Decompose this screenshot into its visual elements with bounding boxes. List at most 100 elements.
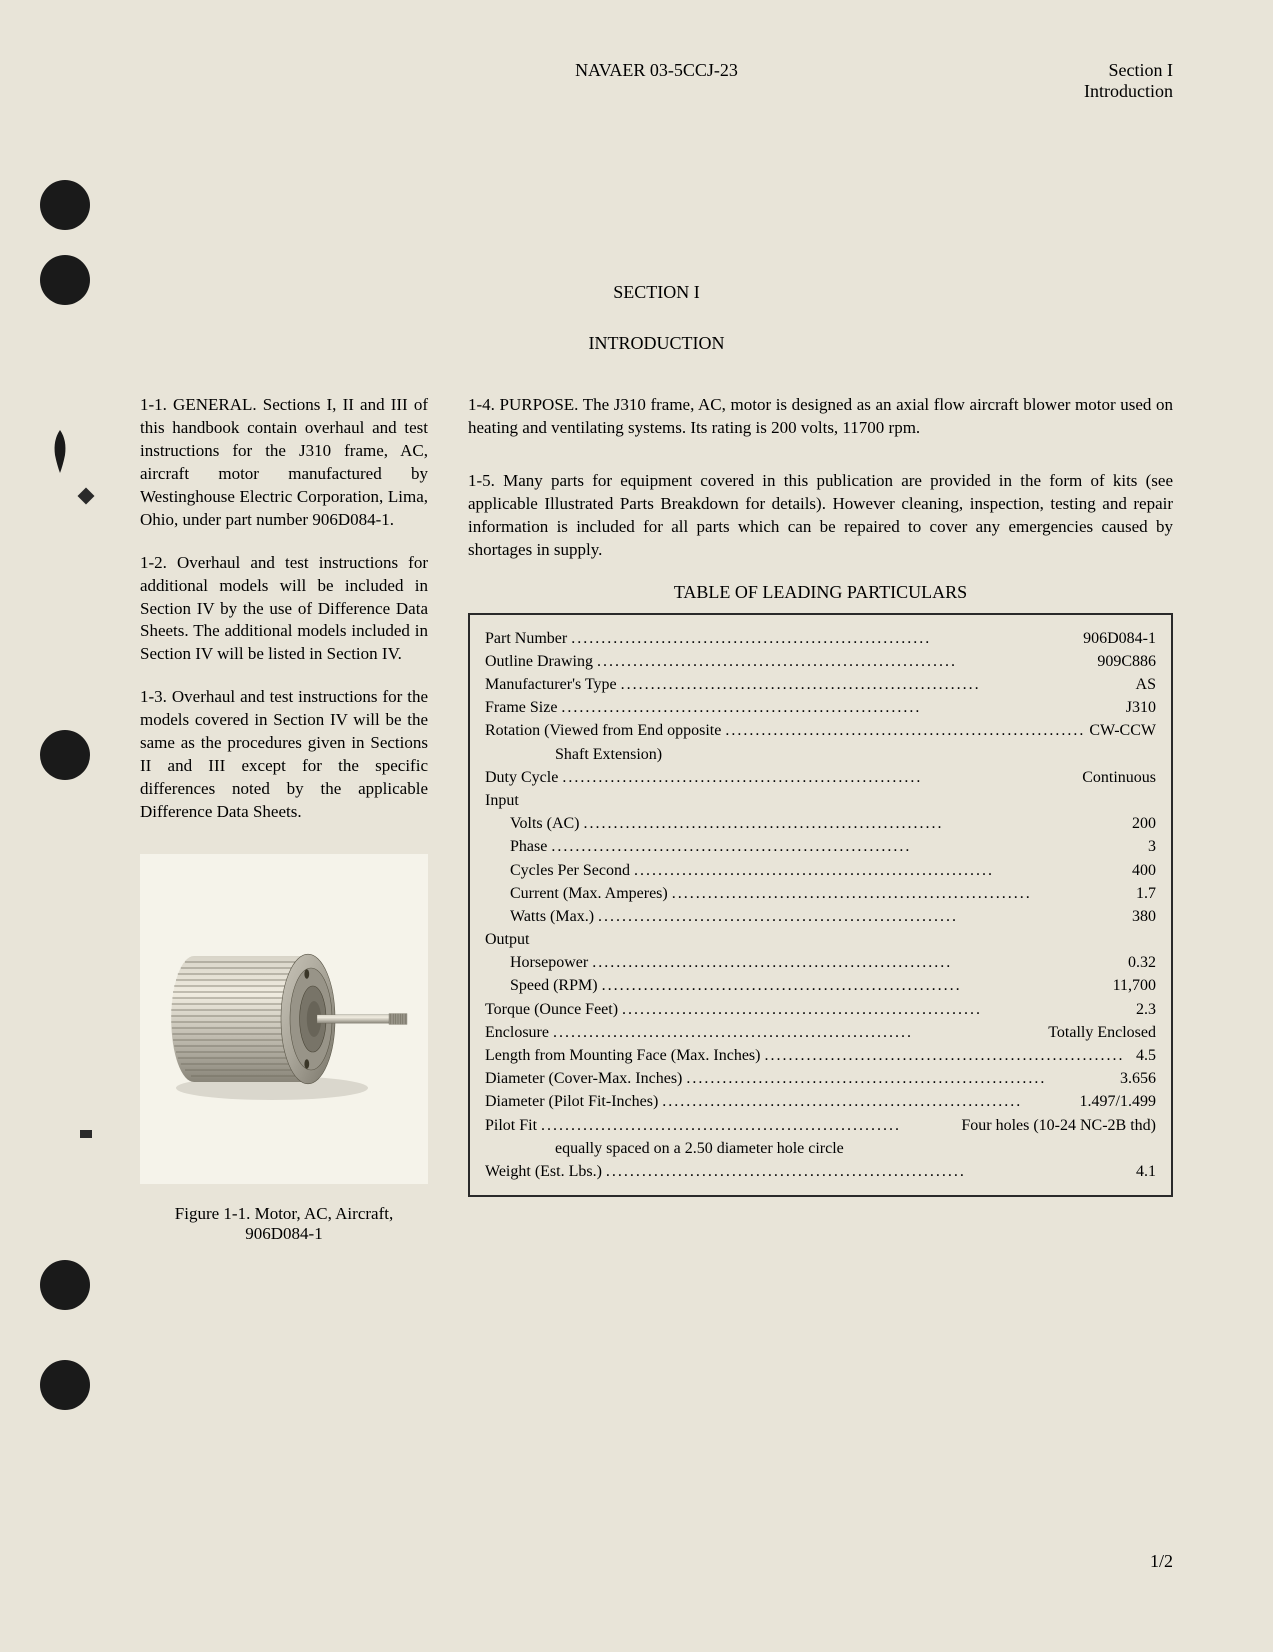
leader-dots: ........................................… bbox=[593, 650, 1097, 673]
motor-photograph bbox=[140, 854, 428, 1184]
table-value: 400 bbox=[1132, 859, 1156, 882]
table-value: 909C886 bbox=[1097, 650, 1156, 673]
document-page: NAVAER 03-5CCJ-23 Section I Introduction… bbox=[140, 60, 1173, 1592]
table-row: Manufacturer's Type.....................… bbox=[485, 673, 1156, 696]
content-columns: 1-1. GENERAL. Sections I, II and III of … bbox=[140, 394, 1173, 1244]
section-subheading: INTRODUCTION bbox=[140, 333, 1173, 354]
table-row: Shaft Extension) bbox=[485, 743, 1156, 766]
table-label: equally spaced on a 2.50 diameter hole c… bbox=[555, 1140, 844, 1157]
table-label: Shaft Extension) bbox=[555, 746, 662, 763]
table-row: equally spaced on a 2.50 diameter hole c… bbox=[485, 1137, 1156, 1160]
table-label: Diameter (Cover-Max. Inches) bbox=[485, 1067, 682, 1090]
table-label: Manufacturer's Type bbox=[485, 673, 617, 696]
table-label: Enclosure bbox=[485, 1021, 549, 1044]
page-header: NAVAER 03-5CCJ-23 Section I Introduction bbox=[140, 60, 1173, 102]
table-row: Current (Max. Amperes)..................… bbox=[485, 882, 1156, 905]
header-section-info: Section I Introduction bbox=[973, 60, 1173, 102]
table-value: 3 bbox=[1148, 835, 1156, 858]
table-value: CW-CCW bbox=[1089, 719, 1156, 742]
table-value: 1.497/1.499 bbox=[1080, 1090, 1156, 1113]
table-label: Diameter (Pilot Fit-Inches) bbox=[485, 1090, 658, 1113]
paragraph-1-2: 1-2. Overhaul and test instructions for … bbox=[140, 552, 428, 667]
punch-hole bbox=[40, 255, 90, 305]
table-title: TABLE OF LEADING PARTICULARS bbox=[468, 582, 1173, 603]
table-label: Weight (Est. Lbs.) bbox=[485, 1160, 602, 1183]
leader-dots: ........................................… bbox=[630, 859, 1132, 882]
table-value: 1.7 bbox=[1136, 882, 1156, 905]
motor-illustration-svg bbox=[140, 854, 428, 1184]
punch-hole bbox=[40, 180, 90, 230]
table-row: Pilot Fit...............................… bbox=[485, 1114, 1156, 1137]
table-row: Part Number.............................… bbox=[485, 627, 1156, 650]
table-row: Enclosure...............................… bbox=[485, 1021, 1156, 1044]
table-value: 4.1 bbox=[1136, 1160, 1156, 1183]
margin-mark-icon bbox=[78, 488, 95, 505]
table-row: Outline Drawing.........................… bbox=[485, 650, 1156, 673]
table-value: 2.3 bbox=[1136, 998, 1156, 1021]
leader-dots: ........................................… bbox=[682, 1067, 1120, 1090]
table-row: Watts (Max.)............................… bbox=[485, 905, 1156, 928]
table-label: Output bbox=[485, 928, 529, 951]
paragraph-1-3: 1-3. Overhaul and test instructions for … bbox=[140, 686, 428, 824]
table-row: Diameter (Cover-Max. Inches)............… bbox=[485, 1067, 1156, 1090]
figure-caption: Figure 1-1. Motor, AC, Aircraft, 906D084… bbox=[140, 1204, 428, 1244]
leader-dots: ........................................… bbox=[580, 812, 1133, 835]
table-row: Duty Cycle..............................… bbox=[485, 766, 1156, 789]
section-label: Section I bbox=[973, 60, 1173, 81]
table-value: 4.5 bbox=[1136, 1044, 1156, 1067]
leader-dots: ........................................… bbox=[617, 673, 1136, 696]
table-label: Outline Drawing bbox=[485, 650, 593, 673]
table-label: Volts (AC) bbox=[510, 812, 580, 835]
table-label: Length from Mounting Face (Max. Inches) bbox=[485, 1044, 760, 1067]
table-value: Continuous bbox=[1082, 766, 1156, 789]
table-value: Totally Enclosed bbox=[1048, 1021, 1156, 1044]
table-label: Phase bbox=[510, 835, 547, 858]
particulars-table: Part Number.............................… bbox=[468, 613, 1173, 1198]
table-value: 906D084-1 bbox=[1083, 627, 1156, 650]
figure-1-1: Figure 1-1. Motor, AC, Aircraft, 906D084… bbox=[140, 854, 428, 1244]
table-row: Input bbox=[485, 789, 1156, 812]
table-value: 200 bbox=[1132, 812, 1156, 835]
leader-dots: ........................................… bbox=[668, 882, 1136, 905]
leader-dots: ........................................… bbox=[549, 1021, 1048, 1044]
table-label: Current (Max. Amperes) bbox=[510, 882, 668, 905]
table-label: Horsepower bbox=[510, 951, 588, 974]
table-label: Frame Size bbox=[485, 696, 557, 719]
leader-dots: ........................................… bbox=[658, 1090, 1079, 1113]
table-value: AS bbox=[1136, 673, 1156, 696]
table-row: Weight (Est. Lbs.)......................… bbox=[485, 1160, 1156, 1183]
table-row: Output bbox=[485, 928, 1156, 951]
leader-dots: ........................................… bbox=[547, 835, 1148, 858]
punch-hole bbox=[40, 1260, 90, 1310]
paragraph-1-1: 1-1. GENERAL. Sections I, II and III of … bbox=[140, 394, 428, 532]
leader-dots: ........................................… bbox=[602, 1160, 1136, 1183]
leader-dots: ........................................… bbox=[760, 1044, 1136, 1067]
table-value: 3.656 bbox=[1120, 1067, 1156, 1090]
leader-dots: ........................................… bbox=[557, 696, 1125, 719]
feather-mark-icon bbox=[45, 425, 75, 475]
table-label: Duty Cycle bbox=[485, 766, 558, 789]
page-number: 1/2 bbox=[1150, 1551, 1173, 1572]
leader-dots: ........................................… bbox=[618, 998, 1136, 1021]
table-label: Torque (Ounce Feet) bbox=[485, 998, 618, 1021]
leader-dots: ........................................… bbox=[588, 951, 1128, 974]
punch-hole bbox=[40, 730, 90, 780]
table-row: Torque (Ounce Feet).....................… bbox=[485, 998, 1156, 1021]
table-row: Rotation (Viewed from End opposite......… bbox=[485, 719, 1156, 742]
leader-dots: ........................................… bbox=[558, 766, 1082, 789]
table-row: Frame Size..............................… bbox=[485, 696, 1156, 719]
table-label: Speed (RPM) bbox=[510, 974, 598, 997]
table-row: Phase...................................… bbox=[485, 835, 1156, 858]
table-value: J310 bbox=[1126, 696, 1156, 719]
table-value: 11,700 bbox=[1113, 974, 1156, 997]
leader-dots: ........................................… bbox=[594, 905, 1132, 928]
table-row: Horsepower..............................… bbox=[485, 951, 1156, 974]
table-label: Pilot Fit bbox=[485, 1114, 537, 1137]
table-value: 380 bbox=[1132, 905, 1156, 928]
table-label: Watts (Max.) bbox=[510, 905, 594, 928]
paragraph-1-5: 1-5. Many parts for equipment covered in… bbox=[468, 470, 1173, 562]
table-row: Cycles Per Second.......................… bbox=[485, 859, 1156, 882]
left-column: 1-1. GENERAL. Sections I, II and III of … bbox=[140, 394, 428, 1244]
section-name: Introduction bbox=[973, 81, 1173, 102]
table-row: Volts (AC)..............................… bbox=[485, 812, 1156, 835]
